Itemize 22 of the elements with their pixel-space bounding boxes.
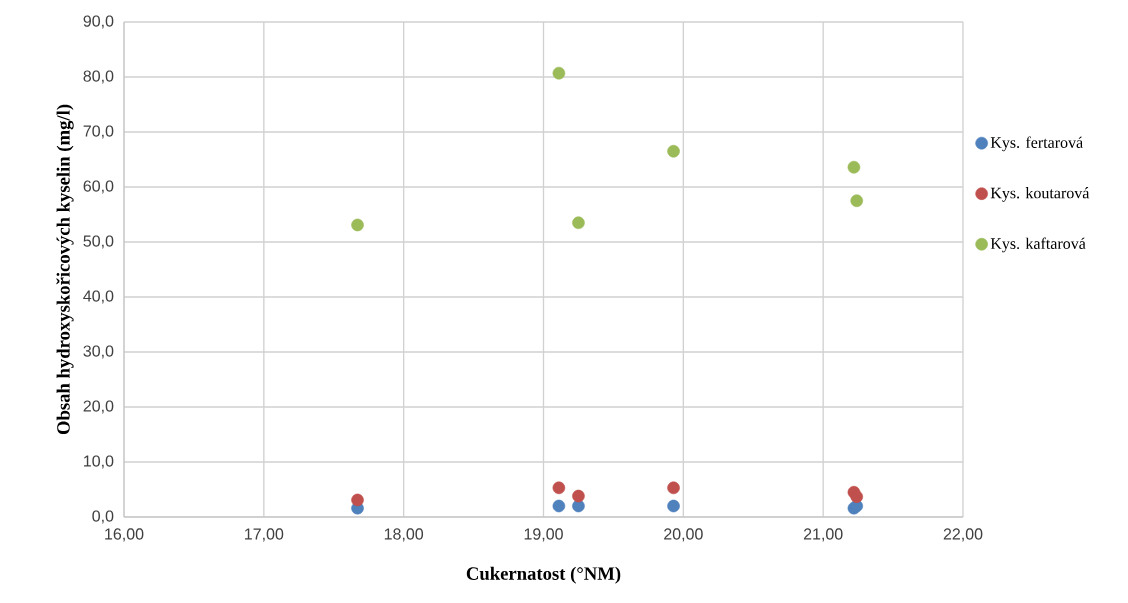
legend-label: Kys. koutarová [990,187,1090,202]
y-tick-label: 10,0 [84,455,114,469]
legend-label: Kys. fertarová [990,136,1083,152]
x-tick-label: 17,00 [245,528,284,542]
x-tick-label: 20,00 [664,528,703,542]
y-tick-label: 40,0 [83,290,114,304]
x-tick-label: 22,00 [943,528,983,542]
y-tick-label: 80,0 [83,70,114,84]
x-axis-title: Cukernatost (°NM) [466,566,621,584]
x-tick-label: 21,00 [803,528,843,542]
legend-label: Kys. kaftarová [990,237,1086,253]
y-tick-label: 20,0 [83,400,114,414]
y-axis-title: Obsah hydroxyskořicových kyselin (mg/l) [56,104,74,435]
y-tick-label: 50,0 [83,235,114,249]
x-tick-label: 19,00 [524,528,563,542]
x-tick-label: 16,00 [105,528,144,542]
y-tick-label: 70,0 [83,125,114,139]
y-tick-label: 90,0 [83,15,114,29]
y-tick-label: 30,0 [83,345,114,359]
y-tick-label: 60,0 [83,180,114,194]
x-tick-label: 18,00 [384,528,424,542]
y-tick-label: 0,0 [92,510,114,524]
